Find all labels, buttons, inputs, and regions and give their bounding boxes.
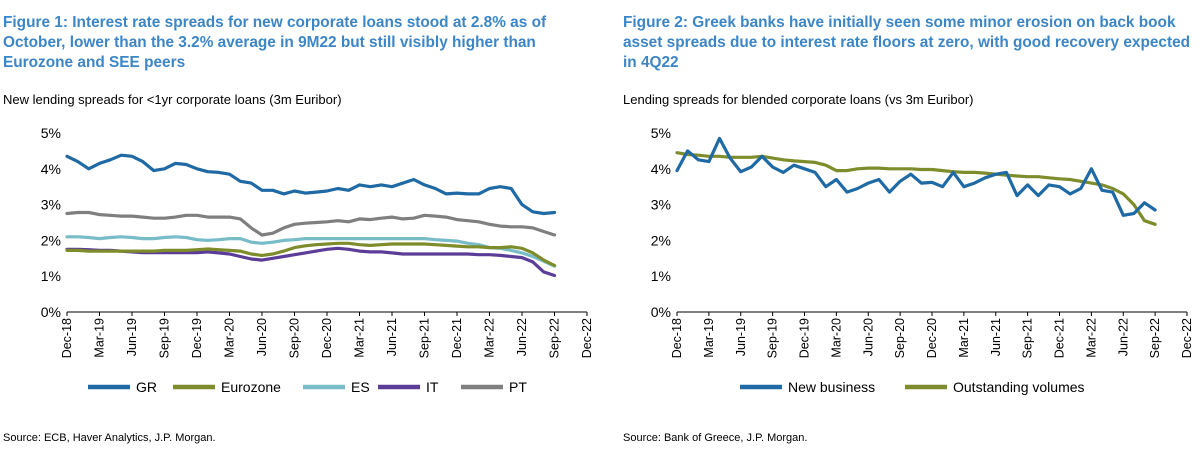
x-tick-label: Mar-19 bbox=[702, 318, 716, 358]
figure-2-title: Figure 2: Greek banks have initially see… bbox=[623, 14, 1191, 71]
legend-label: New business bbox=[788, 379, 875, 395]
series-line-eurozone bbox=[65, 241, 557, 268]
x-tick-label: Mar-21 bbox=[353, 318, 367, 358]
x-tick-label: Dec-21 bbox=[450, 318, 464, 358]
x-tick-label: Dec-22 bbox=[580, 318, 594, 358]
figure-2-source: Source: Bank of Greece, J.P. Morgan. bbox=[623, 432, 808, 444]
x-tick-label: Sep-19 bbox=[158, 318, 172, 358]
legend-label: PT bbox=[509, 379, 527, 395]
legend-label: IT bbox=[426, 379, 439, 395]
figure-2-panel: Figure 2: Greek banks have initially see… bbox=[620, 0, 1200, 458]
x-tick-label: Dec-19 bbox=[798, 318, 812, 358]
x-tick-label: Mar-22 bbox=[483, 318, 497, 358]
legend-label: GR bbox=[136, 379, 157, 395]
x-tick-label: Dec-22 bbox=[1180, 318, 1194, 358]
x-tick-label: Sep-22 bbox=[548, 318, 562, 358]
figure-2-subtitle: Lending spreads for blended corporate lo… bbox=[623, 92, 974, 107]
x-tick-label: Sep-21 bbox=[418, 318, 432, 358]
series-line-gr bbox=[65, 153, 557, 216]
y-tick-label: 5% bbox=[651, 125, 671, 141]
x-tick-label: Dec-20 bbox=[925, 318, 939, 358]
figure-1-title: Figure 1: Interest rate spreads for new … bbox=[3, 14, 547, 71]
x-tick-label: Sep-22 bbox=[1148, 318, 1162, 358]
x-tick-label: Dec-19 bbox=[190, 318, 204, 358]
x-tick-label: Mar-21 bbox=[957, 318, 971, 358]
figure-1-panel: Figure 1: Interest rate spreads for new … bbox=[3, 14, 594, 444]
y-tick-label: 1% bbox=[41, 268, 61, 284]
x-tick-label: Jun-22 bbox=[515, 318, 529, 356]
y-tick-label: 1% bbox=[651, 268, 671, 284]
legend-label: ES bbox=[351, 379, 370, 395]
x-tick-label: Mar-22 bbox=[1084, 318, 1098, 358]
series-line-new-business bbox=[675, 136, 1157, 217]
figure-1-subtitle: New lending spreads for <1yr corporate l… bbox=[3, 92, 342, 107]
series-line-es bbox=[65, 235, 557, 268]
figure-2-chart: 0% 1% 2% 3% 4% 5% Dec-18 Mar-19 Jun-19 Sep-19 Dec-… bbox=[651, 125, 1194, 395]
y-tick-label: 3% bbox=[41, 197, 61, 213]
legend-label: Outstanding volumes bbox=[953, 379, 1085, 395]
y-tick-label: 0% bbox=[41, 304, 61, 320]
x-tick-label: Jun-21 bbox=[385, 318, 399, 356]
x-tick-label: Jun-19 bbox=[734, 318, 748, 356]
x-tick-label: Dec-18 bbox=[60, 318, 74, 358]
y-tick-label: 2% bbox=[651, 232, 671, 248]
x-tick-label: Sep-20 bbox=[893, 318, 907, 358]
x-tick-label: Jun-20 bbox=[861, 318, 875, 356]
series-line-pt bbox=[65, 210, 557, 237]
x-tick-label: Dec-18 bbox=[670, 318, 684, 358]
x-tick-label: Mar-20 bbox=[829, 318, 843, 358]
figure-1-chart: 0% 1% 2% 3% 4% 5% Dec-18 Mar-19 Jun-19 Sep-19 Dec-… bbox=[41, 125, 594, 395]
x-tick-label: Sep-20 bbox=[288, 318, 302, 358]
y-tick-label: 2% bbox=[41, 232, 61, 248]
x-tick-label: Sep-19 bbox=[766, 318, 780, 358]
x-tick-label: Dec-21 bbox=[1053, 318, 1067, 358]
x-tick-label: Jun-21 bbox=[989, 318, 1003, 356]
x-tick-label: Dec-20 bbox=[320, 318, 334, 358]
x-tick-label: Mar-20 bbox=[223, 318, 237, 358]
y-tick-label: 0% bbox=[651, 304, 671, 320]
x-tick-label: Jun-22 bbox=[1116, 318, 1130, 356]
legend-label: Eurozone bbox=[221, 379, 281, 395]
y-tick-label: 4% bbox=[651, 161, 671, 177]
y-tick-label: 4% bbox=[41, 161, 61, 177]
y-tick-label: 5% bbox=[41, 125, 61, 141]
x-tick-label: Sep-21 bbox=[1021, 318, 1035, 358]
x-tick-label: Jun-20 bbox=[255, 318, 269, 356]
figure-1-source: Source: ECB, Haver Analytics, J.P. Morga… bbox=[3, 432, 216, 444]
x-tick-label: Jun-19 bbox=[125, 318, 139, 356]
series-line-outstanding-volumes bbox=[675, 151, 1157, 226]
x-tick-label: Mar-19 bbox=[93, 318, 107, 358]
y-tick-label: 3% bbox=[651, 197, 671, 213]
